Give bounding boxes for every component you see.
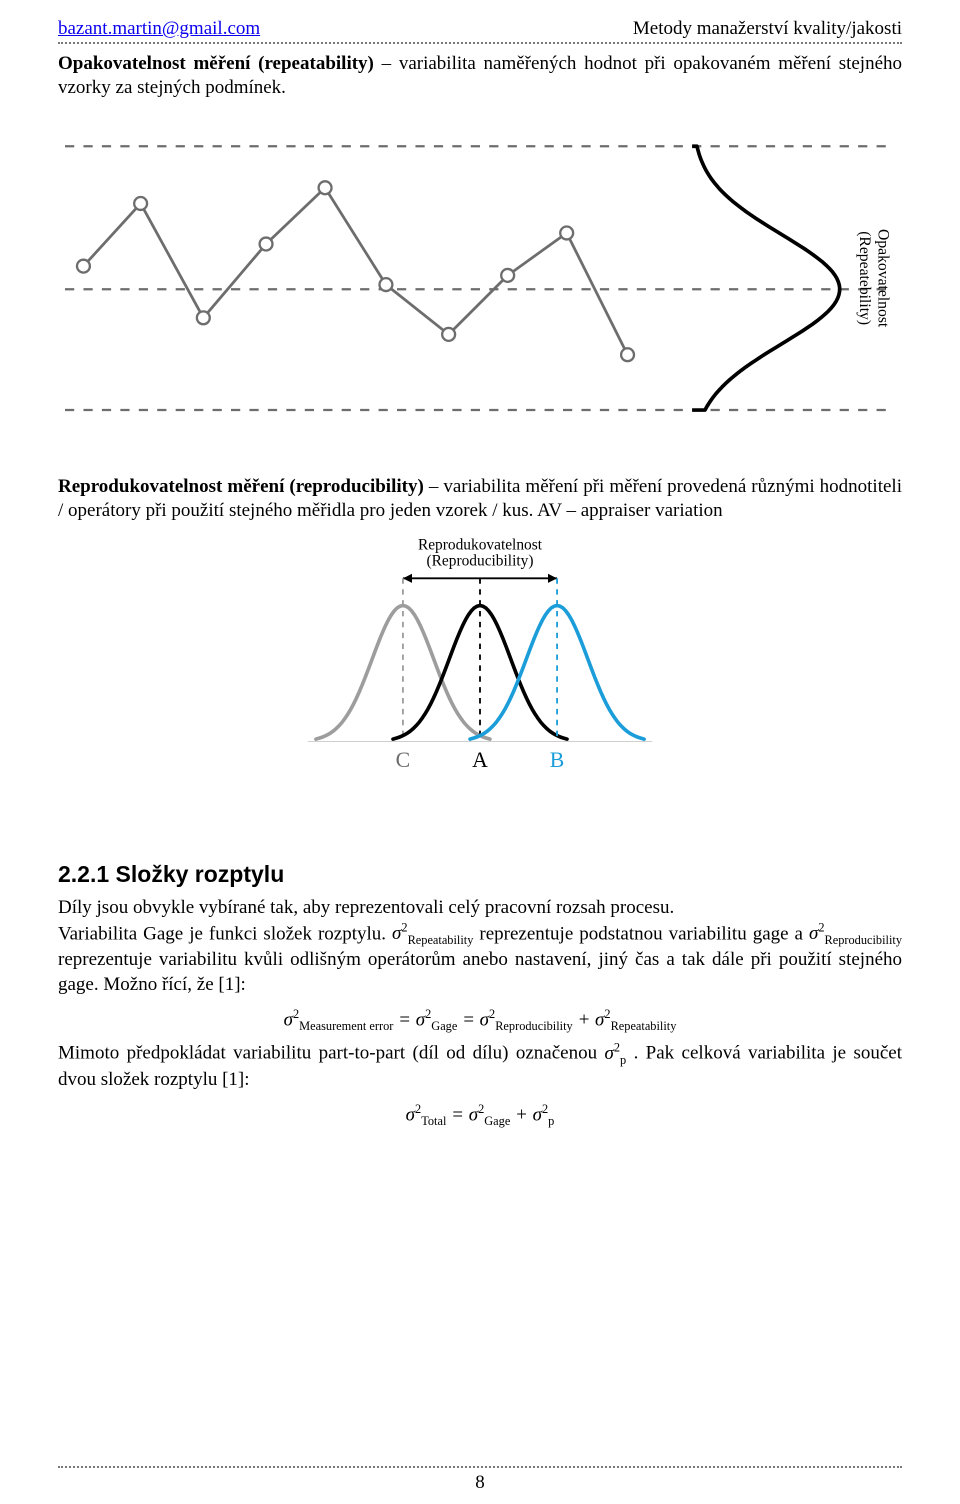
term-repeatability: Opakovatelnost měření (repeatability) xyxy=(58,53,374,74)
definition-repeatability: Opakovatelnost měření (repeatability) – … xyxy=(58,52,902,101)
para3-s2b: reprezentuje podstatnou variabilitu gage… xyxy=(479,923,809,944)
svg-text:B: B xyxy=(550,748,565,772)
page-number: 8 xyxy=(0,1472,960,1494)
svg-text:Opakovatelnost: Opakovatelnost xyxy=(874,229,891,328)
sigma-p-inline: σ2p xyxy=(604,1043,626,1064)
figure-repeatability: Opakovatelnost(Repeatebility) xyxy=(58,115,902,445)
sigma-reproducibility-inline: σ2Reproducibility xyxy=(809,923,902,944)
para3-s2a: Variabilita Gage je funkci složek rozpty… xyxy=(58,923,392,944)
header-divider xyxy=(58,42,902,44)
term-reproducibility: Reprodukovatelnost měření (reproducibili… xyxy=(58,476,424,497)
para3-s1: Díly jsou obvykle vybírané tak, aby repr… xyxy=(58,897,674,918)
figure-repeatability-svg: Opakovatelnost(Repeatebility) xyxy=(65,115,895,445)
svg-text:Reprodukovatelnost: Reprodukovatelnost xyxy=(418,537,543,554)
course-title: Metody manažerství kvality/jakosti xyxy=(633,18,902,40)
para4-a: Mimoto předpokládat variabilitu part-to-… xyxy=(58,1043,604,1064)
svg-text:A: A xyxy=(472,748,488,772)
svg-text:(Repeatebility): (Repeatebility) xyxy=(856,231,873,325)
sigma-repeatability-inline: σ2Repeatability xyxy=(392,923,473,944)
definition-reproducibility: Reprodukovatelnost měření (reproducibili… xyxy=(58,475,902,524)
para3-s3: reprezentuje variabilitu kvůli odlišným … xyxy=(58,949,902,994)
footer-divider xyxy=(58,1466,902,1468)
section-heading-2-2-1: 2.2.1 Složky rozptylu xyxy=(58,861,902,888)
equation-gage-decomposition: σ2Measurement error = σ2Gage = σ2Reprodu… xyxy=(58,1007,902,1034)
svg-text:C: C xyxy=(396,748,411,772)
para-variance-components: Díly jsou obvykle vybírané tak, aby repr… xyxy=(58,896,902,997)
equation-total-variance: σ2Total = σ2Gage + σ2p xyxy=(58,1102,902,1129)
page-header: bazant.martin@gmail.com Metody manažerst… xyxy=(58,18,902,40)
footer-divider-wrap xyxy=(58,1466,902,1468)
svg-text:(Reproducibility): (Reproducibility) xyxy=(427,553,534,570)
author-email-link[interactable]: bazant.martin@gmail.com xyxy=(58,18,260,40)
para-total-variance: Mimoto předpokládat variabilitu part-to-… xyxy=(58,1040,902,1092)
figure-reproducibility: Reprodukovatelnost(Reproducibility) C A B xyxy=(58,533,902,805)
figure-reproducibility-svg: Reprodukovatelnost(Reproducibility) C A B xyxy=(280,533,680,805)
